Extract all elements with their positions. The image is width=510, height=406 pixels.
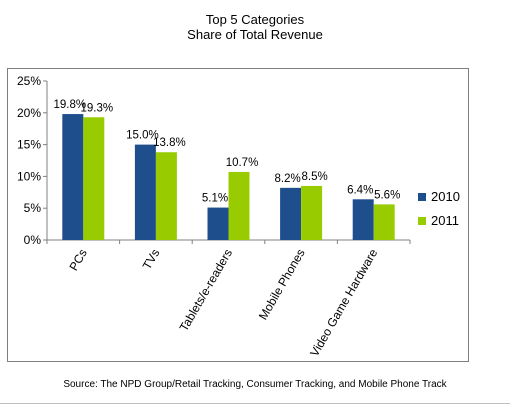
data-label: 13.8% <box>153 137 186 149</box>
legend-label: 2010 <box>431 189 460 204</box>
y-tick-label: 10% <box>17 169 41 183</box>
legend-label: 2011 <box>431 213 459 228</box>
bar-2011 <box>373 204 395 240</box>
data-label: 8.5% <box>301 171 327 183</box>
source-note: Source: The NPD Group/Retail Tracking, C… <box>63 379 447 390</box>
chart-title: Top 5 Categories <box>205 12 305 27</box>
data-label: 19.3% <box>80 102 113 114</box>
legend-swatch-2010 <box>418 193 426 201</box>
bar-2010 <box>134 144 156 240</box>
bar-2010 <box>207 207 229 240</box>
x-tick-label: TVs <box>140 247 163 272</box>
data-label: 8.2% <box>274 173 300 185</box>
divider <box>0 403 510 404</box>
y-tick-label: 15% <box>17 138 41 152</box>
data-label: 6.4% <box>347 184 373 196</box>
y-tick-label: 20% <box>17 106 41 120</box>
x-tick-label: PCs <box>66 247 89 274</box>
data-label: 19.8% <box>53 99 86 111</box>
bar-2010 <box>352 199 374 240</box>
bar-2011 <box>301 185 323 240</box>
data-label: 15.0% <box>126 130 159 142</box>
data-label: 5.1% <box>202 193 228 205</box>
legend-swatch-2011 <box>418 217 426 225</box>
y-tick-label: 25% <box>17 74 41 88</box>
data-label: 5.6% <box>374 189 400 201</box>
bar-2010 <box>62 114 84 240</box>
bar-2011 <box>155 152 177 240</box>
y-tick-label: 5% <box>24 201 42 215</box>
bar-2011 <box>228 171 250 240</box>
bar-2011 <box>83 117 105 240</box>
bar-2010 <box>280 187 302 240</box>
y-tick-label: 0% <box>24 233 42 247</box>
data-label: 10.7% <box>226 157 259 169</box>
x-tick-label: Mobile Phones <box>256 247 308 323</box>
chart-subtitle: Share of Total Revenue <box>187 27 323 42</box>
x-tick-label: Tablets/e-readers <box>177 247 235 334</box>
x-tick-label: Video Game Hardware <box>307 246 380 359</box>
